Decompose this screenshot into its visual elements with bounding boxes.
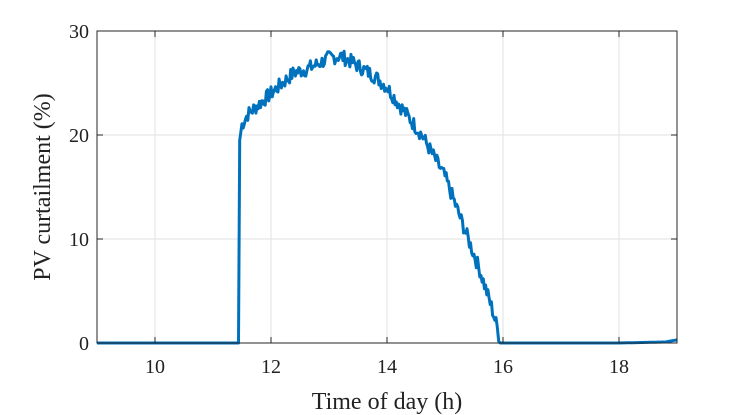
y-tick-label: 0 — [79, 333, 89, 355]
x-tick-label: 12 — [261, 356, 281, 378]
x-tick-label: 16 — [493, 356, 513, 378]
y-tick-label: 30 — [69, 21, 89, 43]
y-tick-labels: 0 10 20 30 — [69, 21, 89, 355]
x-tick-label: 10 — [145, 356, 165, 378]
y-tick-label: 10 — [69, 229, 89, 251]
x-tick-label: 14 — [377, 356, 397, 378]
x-tick-labels: 10 12 14 16 18 — [145, 356, 629, 378]
grid — [97, 30, 677, 344]
ticks — [97, 30, 677, 344]
x-tick-label: 18 — [609, 356, 629, 378]
y-tick-label: 20 — [69, 125, 89, 147]
x-axis-label: Time of day (h) — [312, 389, 462, 415]
y-axis-label: PV curtailment (%) — [30, 93, 56, 281]
